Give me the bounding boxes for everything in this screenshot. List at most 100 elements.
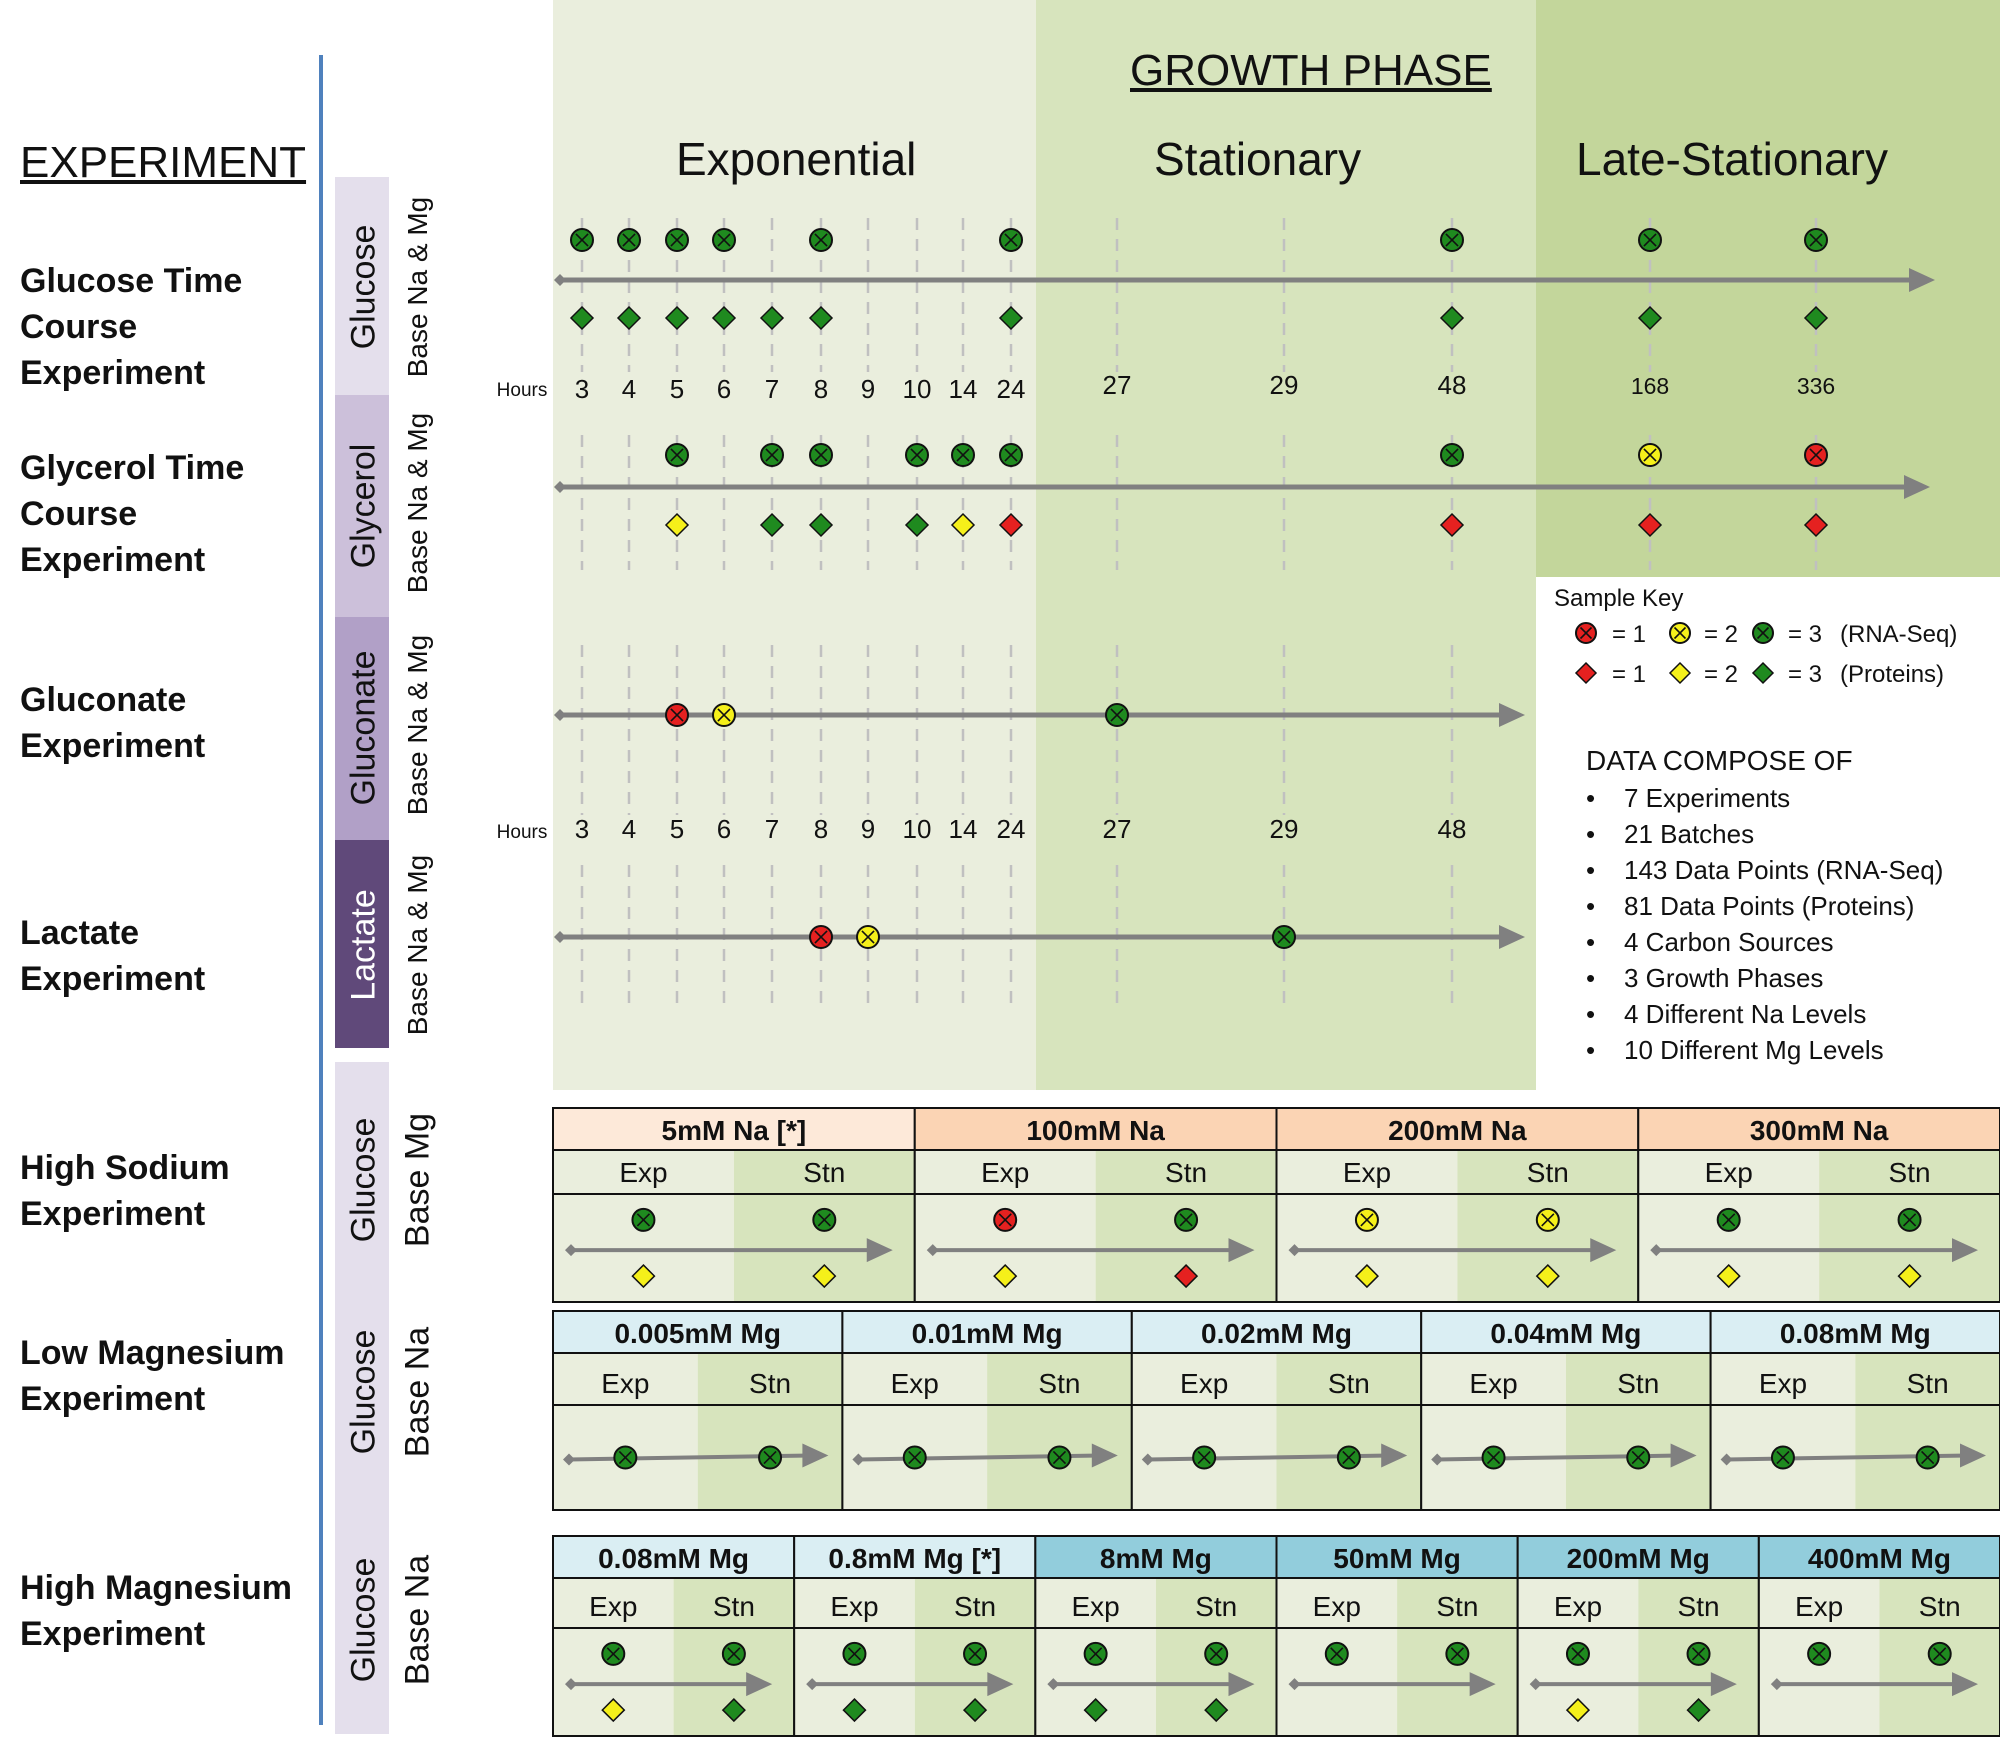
high-mg-group-6-stn-rna-sample [1927,1641,1952,1666]
key-protein-eq3: = 3 [1788,661,1822,688]
glycerol-protein-sample-7 [759,512,785,538]
glycerol-rna-sample-336 [1804,443,1828,467]
high-mg-group-3-exp-label: Exp [1072,1591,1120,1622]
lactate-rna-sample-9 [856,925,880,949]
glycerol-rna-sample-48 [1440,443,1464,467]
lactate-timeline-tail [554,931,566,943]
lactate-timeline-head [1499,925,1525,949]
data-summary-list: • 7 Experiments • 21 Batches • 143 Data Point… [1586,780,1986,1068]
glucose-rna-sample-168 [1638,228,1662,252]
high-mg-group-3-header-cell [1034,1535,1278,1579]
glucose-protein-sample-48 [1439,305,1465,331]
low-mg-group-5-stn-label: Stn [1907,1368,1949,1399]
high-sodium-group-3-stn-rna-sample [1535,1207,1560,1232]
low-mg-group-1-exp-bg [553,1353,698,1510]
experiment-name-lactate: Lactate Experiment [20,914,206,998]
glycerol-protein-sample-14 [950,512,976,538]
low-mg-group-5-arrow-tail [1720,1453,1733,1466]
high-mg-group-1-stn-rna-sample [721,1641,746,1666]
high-mg-group-5-exp-rna-sample [1565,1641,1590,1666]
summary-item-5: • 4 Carbon Sources [1586,924,1986,960]
high-sodium-group-4-exp-label: Exp [1705,1157,1753,1188]
hour-tick-mid-14: 14 [949,814,978,844]
glycerol-timeline-tail [554,481,566,493]
key-protein-3-icon [1751,661,1775,685]
key-rna-1-icon [1575,622,1597,644]
glycerol-protein-sample-10 [904,512,930,538]
high-sodium-group-4-frame [1637,1149,2000,1303]
high-mg-group-4-header-label: 50mM Mg [1333,1543,1461,1574]
high-mg-group-1-stn-protein-sample [721,1698,746,1723]
glucose-rna-sample-48 [1440,228,1464,252]
high-sodium-group-2-stn-rna-sample [1174,1207,1199,1232]
low-mg-group-5-arrow-head [1960,1443,1986,1468]
data-summary-title: DATA COMPOSE OF [1586,745,1853,776]
low-mg-group-4-header-label: 0.04mM Mg [1490,1318,1641,1349]
high-mg-group-3-exp-rna-sample [1083,1641,1108,1666]
summary-bullet: • [1586,963,1596,993]
lactate-rna-sample-29 [1272,925,1296,949]
high-mg-group-6-stn-label: Stn [1919,1591,1961,1622]
glucose-protein-sample-5 [664,305,690,331]
summary-bullet: • [1586,999,1596,1029]
glycerol-protein-sample-5 [664,512,690,538]
low-mg-group-5-exp-rna-sample [1770,1445,1795,1470]
low-mg-group-2-arrow-tail [852,1453,865,1466]
low-mg-group-2-stn-bg [987,1353,1132,1510]
low-mg-group-3-stn-label: Stn [1328,1368,1370,1399]
summary-item-3: • 143 Data Points (RNA-Seq) [1586,852,1986,888]
high-mg-group-1-stn-label: Stn [713,1591,755,1622]
hours-label-top: Hours [497,380,548,401]
high-mg-group-2-arrow-tail [806,1678,819,1691]
low-mg-group-5-exp-label: Exp [1759,1368,1807,1399]
high-mg-group-2-stn-protein-sample [962,1698,988,1723]
glucose-protein-sample-4 [616,305,642,331]
high-mg-group-2-header-cell [793,1535,1037,1579]
low-mg-group-2-exp-rna-sample [902,1445,927,1470]
glycerol-timeline-head [1904,475,1930,499]
high-sodium-group-3-stn-label: Stn [1527,1157,1569,1188]
low-mg-group-3-exp-bg [1131,1353,1277,1510]
hour-tick-top-8: 8 [814,374,828,404]
high-mg-group-6-arrow-tail [1770,1678,1783,1691]
phase-label-stationary: Stationary [1154,133,1362,185]
high-sodium-group-3-exp-label: Exp [1343,1157,1391,1188]
glucose-timeline-tail [554,274,566,286]
hour-tick-top-29: 29 [1270,370,1299,400]
glucose-protein-sample-336 [1803,305,1829,331]
experiment-divider-line [319,55,323,1725]
high-mg-group-3-arrow-tail [1047,1678,1060,1691]
glucose-rna-sample-5 [665,228,689,252]
low-mg-group-3-stn-rna-sample [1336,1445,1361,1470]
key-rna-3-icon [1752,622,1774,644]
key-protein-label: (Proteins) [1840,661,1944,688]
high-sodium-group-1-header-cell [552,1107,916,1151]
glycerol-rna-sample-8 [809,443,833,467]
high-mg-group-1-arrow-head [746,1672,773,1697]
high-sodium-group-1-arrow-tail [565,1244,577,1257]
experiment-name-glucose-time-course: Glucose Time Course Experiment [20,262,243,392]
low-mg-group-1-stn-bg [697,1353,843,1510]
high-sodium-group-2-exp-label: Exp [981,1157,1029,1188]
high-mg-group-2-arrow-head [987,1672,1014,1697]
glucose-rna-sample-4 [617,228,641,252]
high-sodium-group-4-header-cell [1637,1107,2000,1151]
high-mg-group-3-stn-rna-sample [1204,1641,1229,1666]
hour-tick-mid-48: 48 [1438,814,1467,844]
hour-tick-top-24: 24 [997,374,1026,404]
high-mg-group-2-exp-label: Exp [830,1591,878,1622]
high-mg-group-3-arrow-head [1228,1672,1255,1697]
gluconate-rna-sample-6 [712,703,736,727]
high-mg-group-5-exp-label: Exp [1554,1591,1602,1622]
glucose-rna-sample-336 [1804,228,1828,252]
high-sodium-group-4-stn-label: Stn [1889,1157,1931,1188]
summary-bullet: • [1586,819,1596,849]
high-sodium-group-1-stn-label: Stn [803,1157,845,1188]
lactate-rna-sample-8 [809,925,833,949]
hour-tick-top-168: 168 [1631,373,1669,399]
high-mg-group-3-exp-protein-sample [1083,1698,1108,1723]
hour-tick-mid-7: 7 [765,814,779,844]
growth-phase-title: GROWTH PHASE [1130,46,1492,95]
high-mg-group-6-exp-label: Exp [1795,1591,1843,1622]
hour-tick-mid-8: 8 [814,814,828,844]
